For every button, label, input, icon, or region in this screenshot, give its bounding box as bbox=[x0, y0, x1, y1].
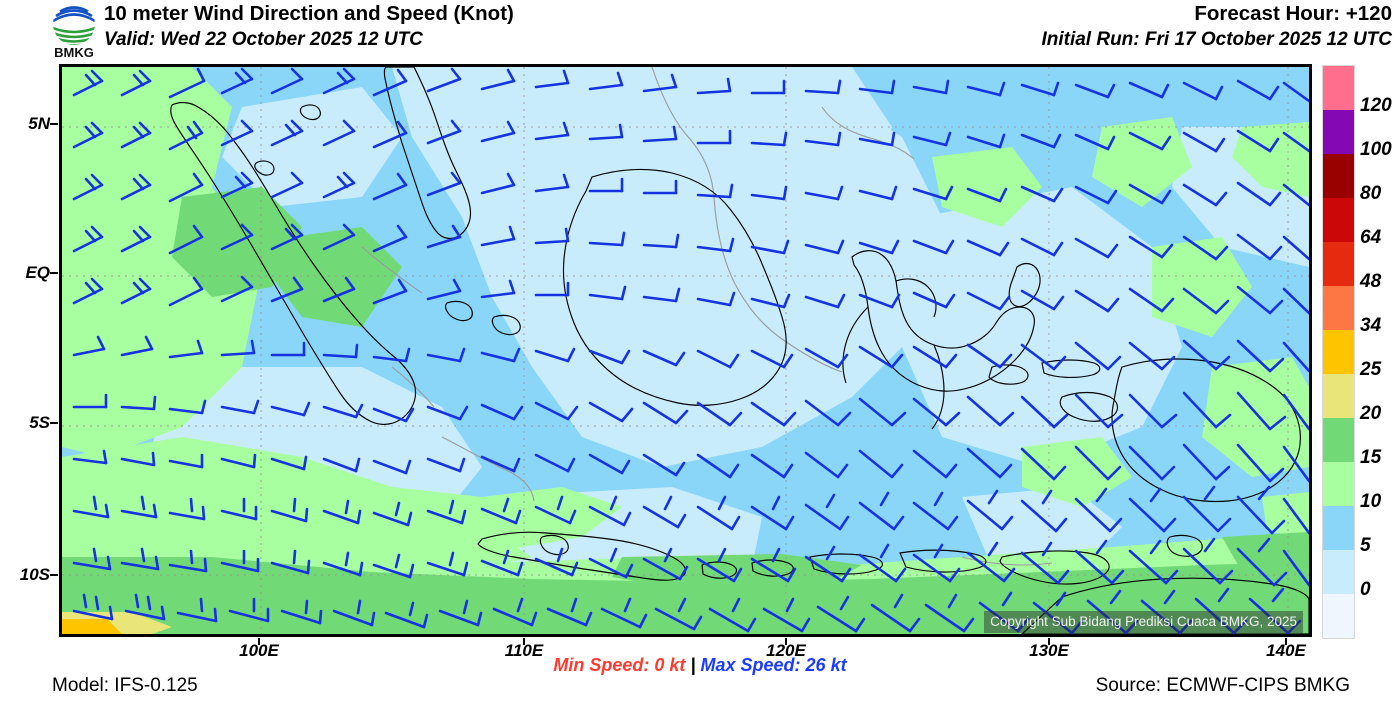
colorbar-tick-48: 48 bbox=[1360, 271, 1382, 292]
y-axis-tick-eq bbox=[50, 272, 58, 274]
colorbar-band-4 bbox=[1323, 242, 1354, 286]
colorbar-tick-80: 80 bbox=[1360, 183, 1382, 204]
colorbar-band-10 bbox=[1323, 506, 1354, 550]
x-axis-tick-130e bbox=[1048, 638, 1050, 645]
colorbar-tick-34: 34 bbox=[1360, 315, 1382, 336]
y-axis-label-5s: 5S bbox=[29, 413, 50, 432]
min-speed-label: Min Speed: 0 kt bbox=[553, 655, 686, 675]
colorbar-tick-120: 120 bbox=[1360, 95, 1392, 116]
speed-band-25 bbox=[62, 619, 122, 634]
colorbar-band-2 bbox=[1323, 154, 1354, 198]
forecast-hour-label: Forecast Hour: +120 bbox=[1194, 2, 1392, 25]
colorbar-tick-20: 20 bbox=[1360, 403, 1382, 424]
x-axis-tick-110e bbox=[523, 638, 525, 645]
initial-run-label: Initial Run: Fri 17 October 2025 12 UTC bbox=[1041, 29, 1392, 50]
colorbar-tick-64: 64 bbox=[1360, 227, 1382, 248]
colorbar-band-1 bbox=[1323, 110, 1354, 154]
copyright-watermark: Copyright Sub Bidang Prediksi Cuaca BMKG… bbox=[984, 611, 1303, 633]
country-borders bbox=[361, 67, 1053, 566]
colorbar-tick-0: 0 bbox=[1360, 579, 1371, 600]
speed-colorbar[interactable] bbox=[1322, 65, 1355, 639]
colorbar-tick-100: 100 bbox=[1360, 139, 1392, 160]
colorbar-band-6 bbox=[1323, 330, 1354, 374]
colorbar-band-0 bbox=[1323, 66, 1354, 110]
wind-map[interactable]: Copyright Sub Bidang Prediksi Cuaca BMKG… bbox=[59, 64, 1312, 637]
y-axis-label-eq: EQ bbox=[25, 263, 50, 282]
colorbar-tick-10: 10 bbox=[1360, 491, 1382, 512]
x-axis-tick-100e bbox=[258, 638, 260, 645]
colorbar-band-11 bbox=[1323, 550, 1354, 594]
colorbar-tick-15: 15 bbox=[1360, 447, 1382, 468]
colorbar-band-7 bbox=[1323, 374, 1354, 418]
wind-barb-field bbox=[72, 67, 1309, 634]
colorbar-band-8 bbox=[1323, 418, 1354, 462]
colorbar-tick-25: 25 bbox=[1360, 359, 1382, 380]
colorbar-band-3 bbox=[1323, 198, 1354, 242]
minmax-speed-line: Min Speed: 0 kt | Max Speed: 26 kt bbox=[0, 655, 1400, 676]
y-axis-label-10s: 10S bbox=[19, 565, 50, 584]
colorbar-tick-5: 5 bbox=[1360, 535, 1371, 556]
x-axis-label-100e: 100E bbox=[239, 641, 279, 660]
colorbar-band-9 bbox=[1323, 462, 1354, 506]
bmkg-logo: BMKG bbox=[44, 3, 104, 59]
map-canvas bbox=[62, 67, 1309, 634]
x-axis-label-110e: 110E bbox=[504, 641, 544, 660]
x-axis-tick-140e bbox=[1285, 638, 1287, 645]
source-label: Source: ECMWF-CIPS BMKG bbox=[1095, 675, 1350, 696]
graticule bbox=[62, 67, 1309, 634]
x-axis-tick-120e bbox=[785, 638, 787, 645]
page-title: 10 meter Wind Direction and Speed (Knot) bbox=[104, 2, 514, 25]
x-axis-label-130e: 130E bbox=[1029, 641, 1069, 660]
valid-time-label: Valid: Wed 22 October 2025 12 UTC bbox=[104, 29, 423, 50]
y-axis-tick-5n bbox=[50, 123, 58, 125]
bmkg-logo-text: BMKG bbox=[54, 45, 94, 59]
minmax-separator: | bbox=[690, 655, 696, 675]
y-axis-tick-5s bbox=[50, 422, 58, 424]
x-axis-label-140e: 140E bbox=[1266, 641, 1306, 660]
model-label: Model: IFS-0.125 bbox=[52, 675, 198, 696]
y-axis-label-5n: 5N bbox=[28, 114, 50, 133]
colorbar-band-5 bbox=[1323, 286, 1354, 330]
y-axis-tick-10s bbox=[50, 574, 58, 576]
max-speed-label: Max Speed: 26 kt bbox=[700, 655, 847, 675]
colorbar-band-12 bbox=[1323, 594, 1354, 638]
x-axis-label-120e: 120E bbox=[766, 641, 806, 660]
header-bar: BMKG 10 meter Wind Direction and Speed (… bbox=[0, 0, 1400, 60]
